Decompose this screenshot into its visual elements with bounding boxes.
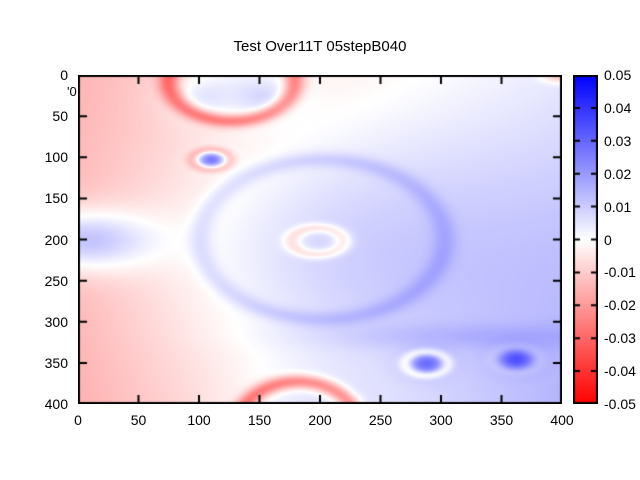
y-tick-label: 350 (44, 354, 68, 371)
plot-title: Test Over11T 05stepB040 (233, 38, 407, 55)
colorbar-tick-label: -0.03 (604, 330, 636, 347)
colorbar-tick-label: 0.03 (604, 132, 632, 149)
y-tick-label: 100 (44, 149, 68, 166)
y-tick-label: 50 (52, 108, 68, 125)
colorbar-tick-label: 0 (604, 231, 612, 248)
colorbar (573, 75, 598, 404)
stray-label: '0 (67, 84, 77, 99)
colorbar-tick-label: -0.05 (604, 396, 636, 412)
x-tick-label: 350 (489, 412, 514, 428)
x-tick-label: 250 (368, 412, 393, 428)
y-tick-label: 200 (44, 231, 68, 248)
colorbar-tick-label: 0.04 (604, 99, 632, 116)
x-tick-label: 150 (247, 412, 272, 428)
x-tick-label: 300 (429, 412, 453, 428)
heatmap-plot-area (78, 75, 562, 404)
y-tick-label: 250 (44, 272, 68, 289)
y-tick-label: 0 (60, 67, 68, 83)
x-tick-label: 400 (550, 412, 574, 428)
x-tick-label: 200 (308, 412, 332, 428)
x-tick-label: 0 (74, 412, 82, 428)
y-tick-label: 150 (44, 190, 68, 207)
colorbar-tick-label: -0.01 (604, 264, 636, 281)
colorbar-tick-label: -0.02 (604, 297, 636, 314)
x-tick-label: 50 (130, 412, 147, 428)
y-tick-label: 300 (44, 313, 68, 330)
colorbar-tick-label: 0.05 (604, 67, 632, 83)
colorbar-tick-label: -0.04 (604, 363, 636, 380)
x-tick-label: 100 (187, 412, 211, 428)
colorbar-tick-label: 0.02 (604, 165, 632, 182)
y-tick-label: 400 (44, 396, 68, 412)
colorbar-tick-label: 0.01 (604, 198, 632, 215)
